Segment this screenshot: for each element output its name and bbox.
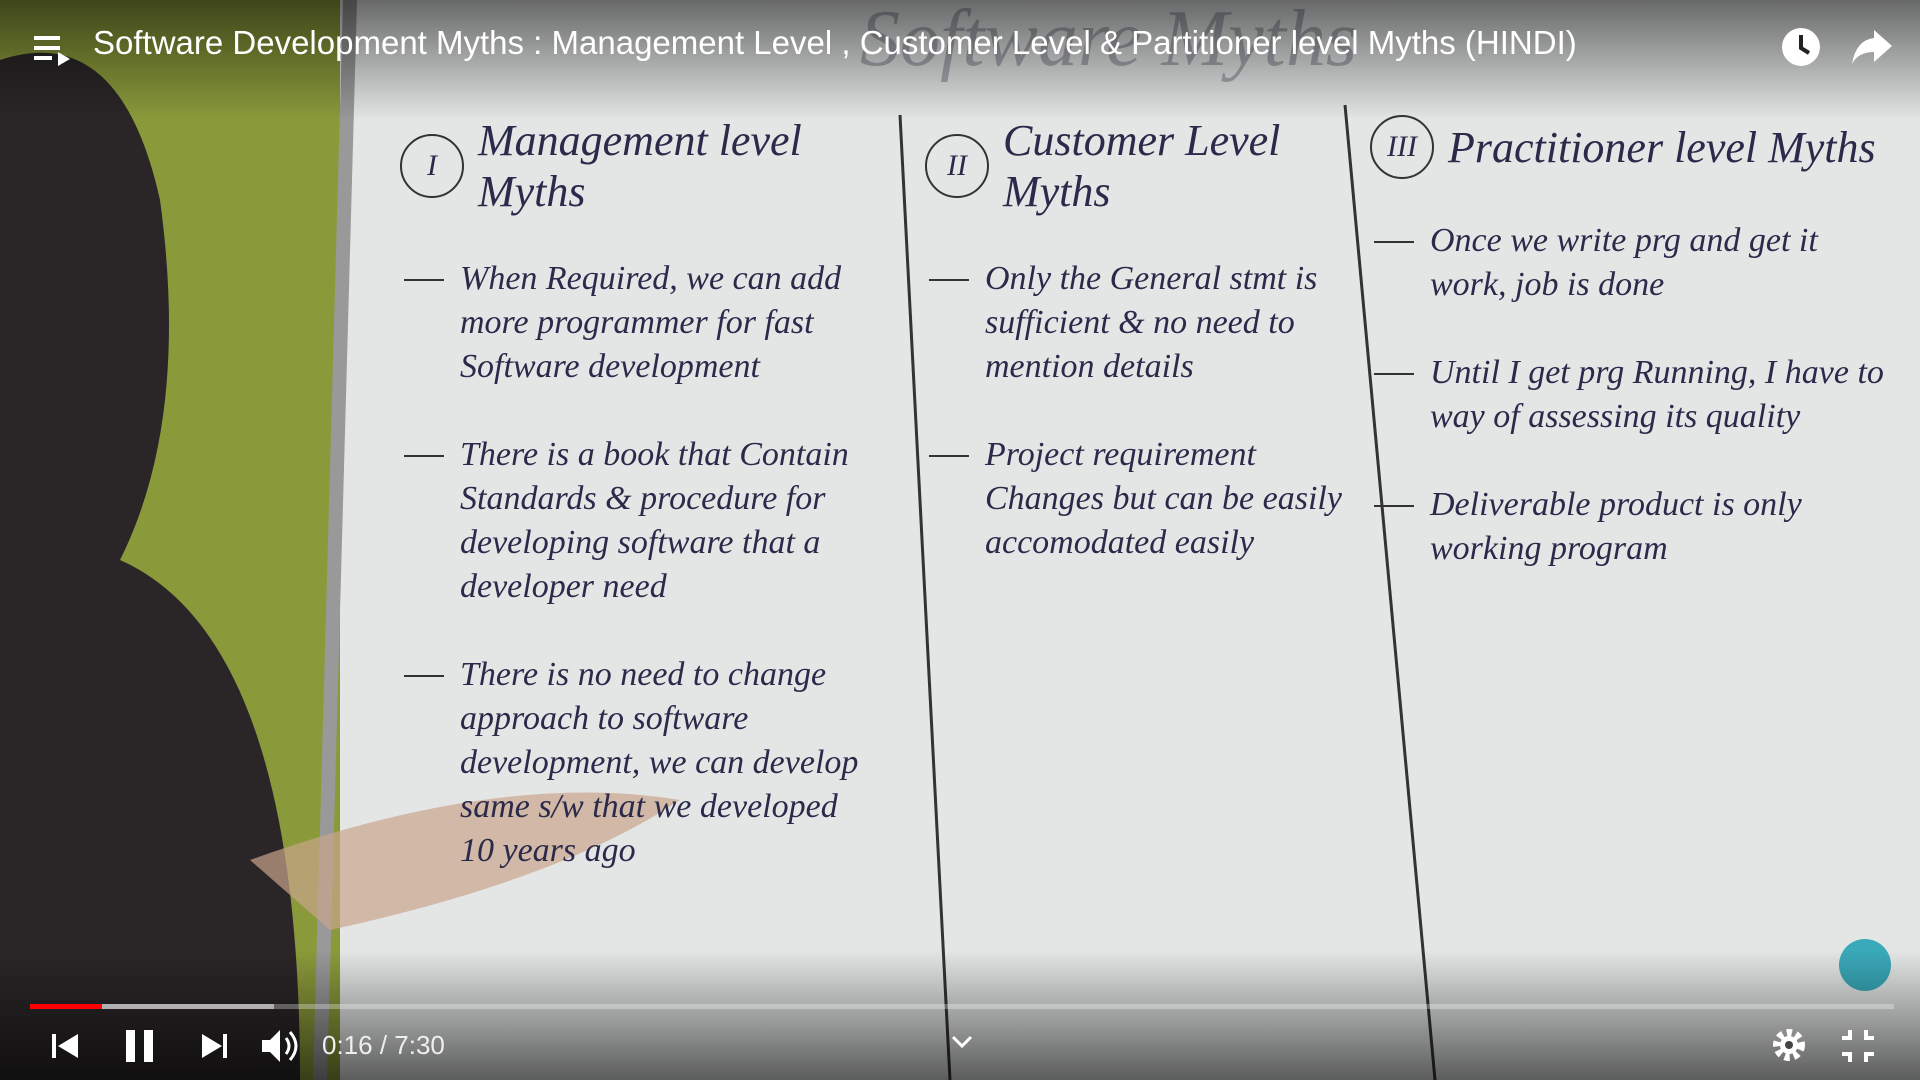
myth-item: Deliverable product is only working prog…	[1370, 483, 1890, 571]
myth-item: There is no need to change approach to s…	[400, 653, 880, 873]
next-button[interactable]	[198, 1030, 230, 1062]
top-bar	[0, 0, 1920, 120]
column-numeral: II	[925, 134, 989, 198]
settings-button[interactable]	[1770, 1026, 1808, 1064]
column-header: I Management level Myths	[400, 115, 880, 217]
column-numeral: III	[1370, 115, 1434, 179]
control-bar	[0, 950, 1920, 1080]
column-header: III Practitioner level Myths	[1370, 115, 1890, 179]
myth-item: Once we write prg and get it work, job i…	[1370, 219, 1890, 307]
board-column: II Customer Level Myths Only the General s…	[925, 115, 1365, 609]
myth-item: There is a book that Contain Standards &…	[400, 433, 880, 609]
column-title: Practitioner level Myths	[1448, 122, 1876, 172]
time-display: 0:16 / 7:30	[322, 1030, 445, 1060]
board-column: III Practitioner level Myths Once we write…	[1370, 115, 1890, 615]
myth-item: Until I get prg Running, I have to way o…	[1370, 351, 1890, 439]
pause-button[interactable]	[124, 1028, 156, 1064]
previous-button[interactable]	[50, 1030, 82, 1062]
board-column: I Management level Myths When Required, we…	[400, 115, 880, 917]
myth-item: When Required, we can add more programme…	[400, 257, 880, 389]
exit-fullscreen-button[interactable]	[1840, 1028, 1876, 1064]
column-divider	[1343, 104, 1437, 1080]
myth-item: Only the General stmt is sufficient & no…	[925, 257, 1365, 389]
presenter	[0, 52, 300, 1080]
column-title: Management level Myths	[478, 116, 802, 216]
video-title[interactable]: Software Development Myths : Management …	[93, 24, 1577, 61]
column-header: II Customer Level Myths	[925, 115, 1365, 217]
column-divider	[898, 114, 952, 1080]
watch-later-icon[interactable]	[1780, 26, 1822, 68]
whiteboard	[340, 0, 1920, 1080]
column-title: Customer Level Myths	[1003, 116, 1281, 216]
presenter-hand	[250, 792, 680, 930]
myth-item: Project requirement Changes but can be e…	[925, 433, 1365, 565]
volume-button[interactable]	[260, 1026, 304, 1066]
column-numeral: I	[400, 134, 464, 198]
progress-bar[interactable]	[30, 1000, 1894, 1012]
playlist-icon[interactable]	[34, 34, 74, 68]
share-icon[interactable]	[1850, 28, 1894, 66]
chevron[interactable]	[950, 1034, 974, 1050]
